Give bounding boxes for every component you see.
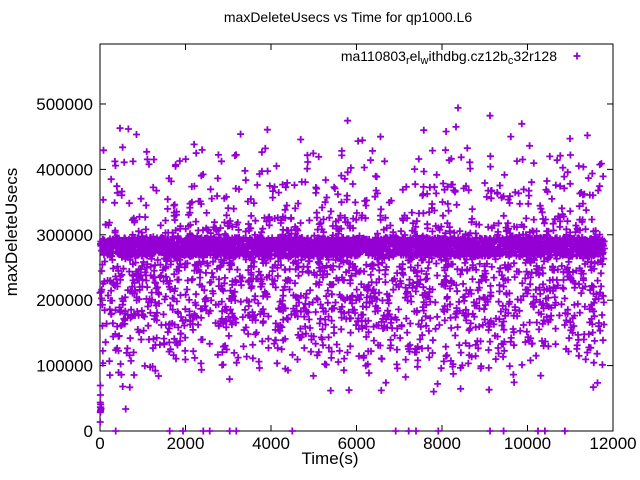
y-tick-label: 100000 [36,357,93,376]
legend-subscript: r [406,55,410,67]
legend-plus-marker-icon [573,52,581,60]
x-tick-label: 4000 [252,434,290,453]
x-tick-label: 0 [95,434,104,453]
legend: ma110803relwithdbg.cz12bc32r128 [341,48,581,67]
legend-subscript: c [508,55,514,67]
axis-ticks [99,44,614,432]
legend-series-label: ma110803relwithdbg.cz12bc32r128 [341,48,557,67]
series-points-plus-markers [96,104,608,435]
x-tick-label: 10000 [504,434,551,453]
x-tick-label: 6000 [338,434,376,453]
y-tick-label: 400000 [36,160,93,179]
scatter-points [96,104,608,435]
x-axis-label: Time(s) [302,449,359,468]
y-tick-label: 300000 [36,226,93,245]
y-tick-label: 0 [84,422,93,441]
y-tick-label: 200000 [36,291,93,310]
x-tick-label: 2000 [167,434,205,453]
x-tick-label: 12000 [589,434,636,453]
y-axis-label: maxDeleteUsecs [2,168,21,297]
legend-subscript: w [420,55,429,67]
tick-labels: 0 2000 4000 6000 8000 10000 12000 0 100000 200000… [36,95,636,453]
y-tick-label: 500000 [36,95,93,114]
chart-title: maxDeleteUsecs vs Time for qp1000.L6 [224,9,472,25]
x-tick-label: 8000 [423,434,461,453]
